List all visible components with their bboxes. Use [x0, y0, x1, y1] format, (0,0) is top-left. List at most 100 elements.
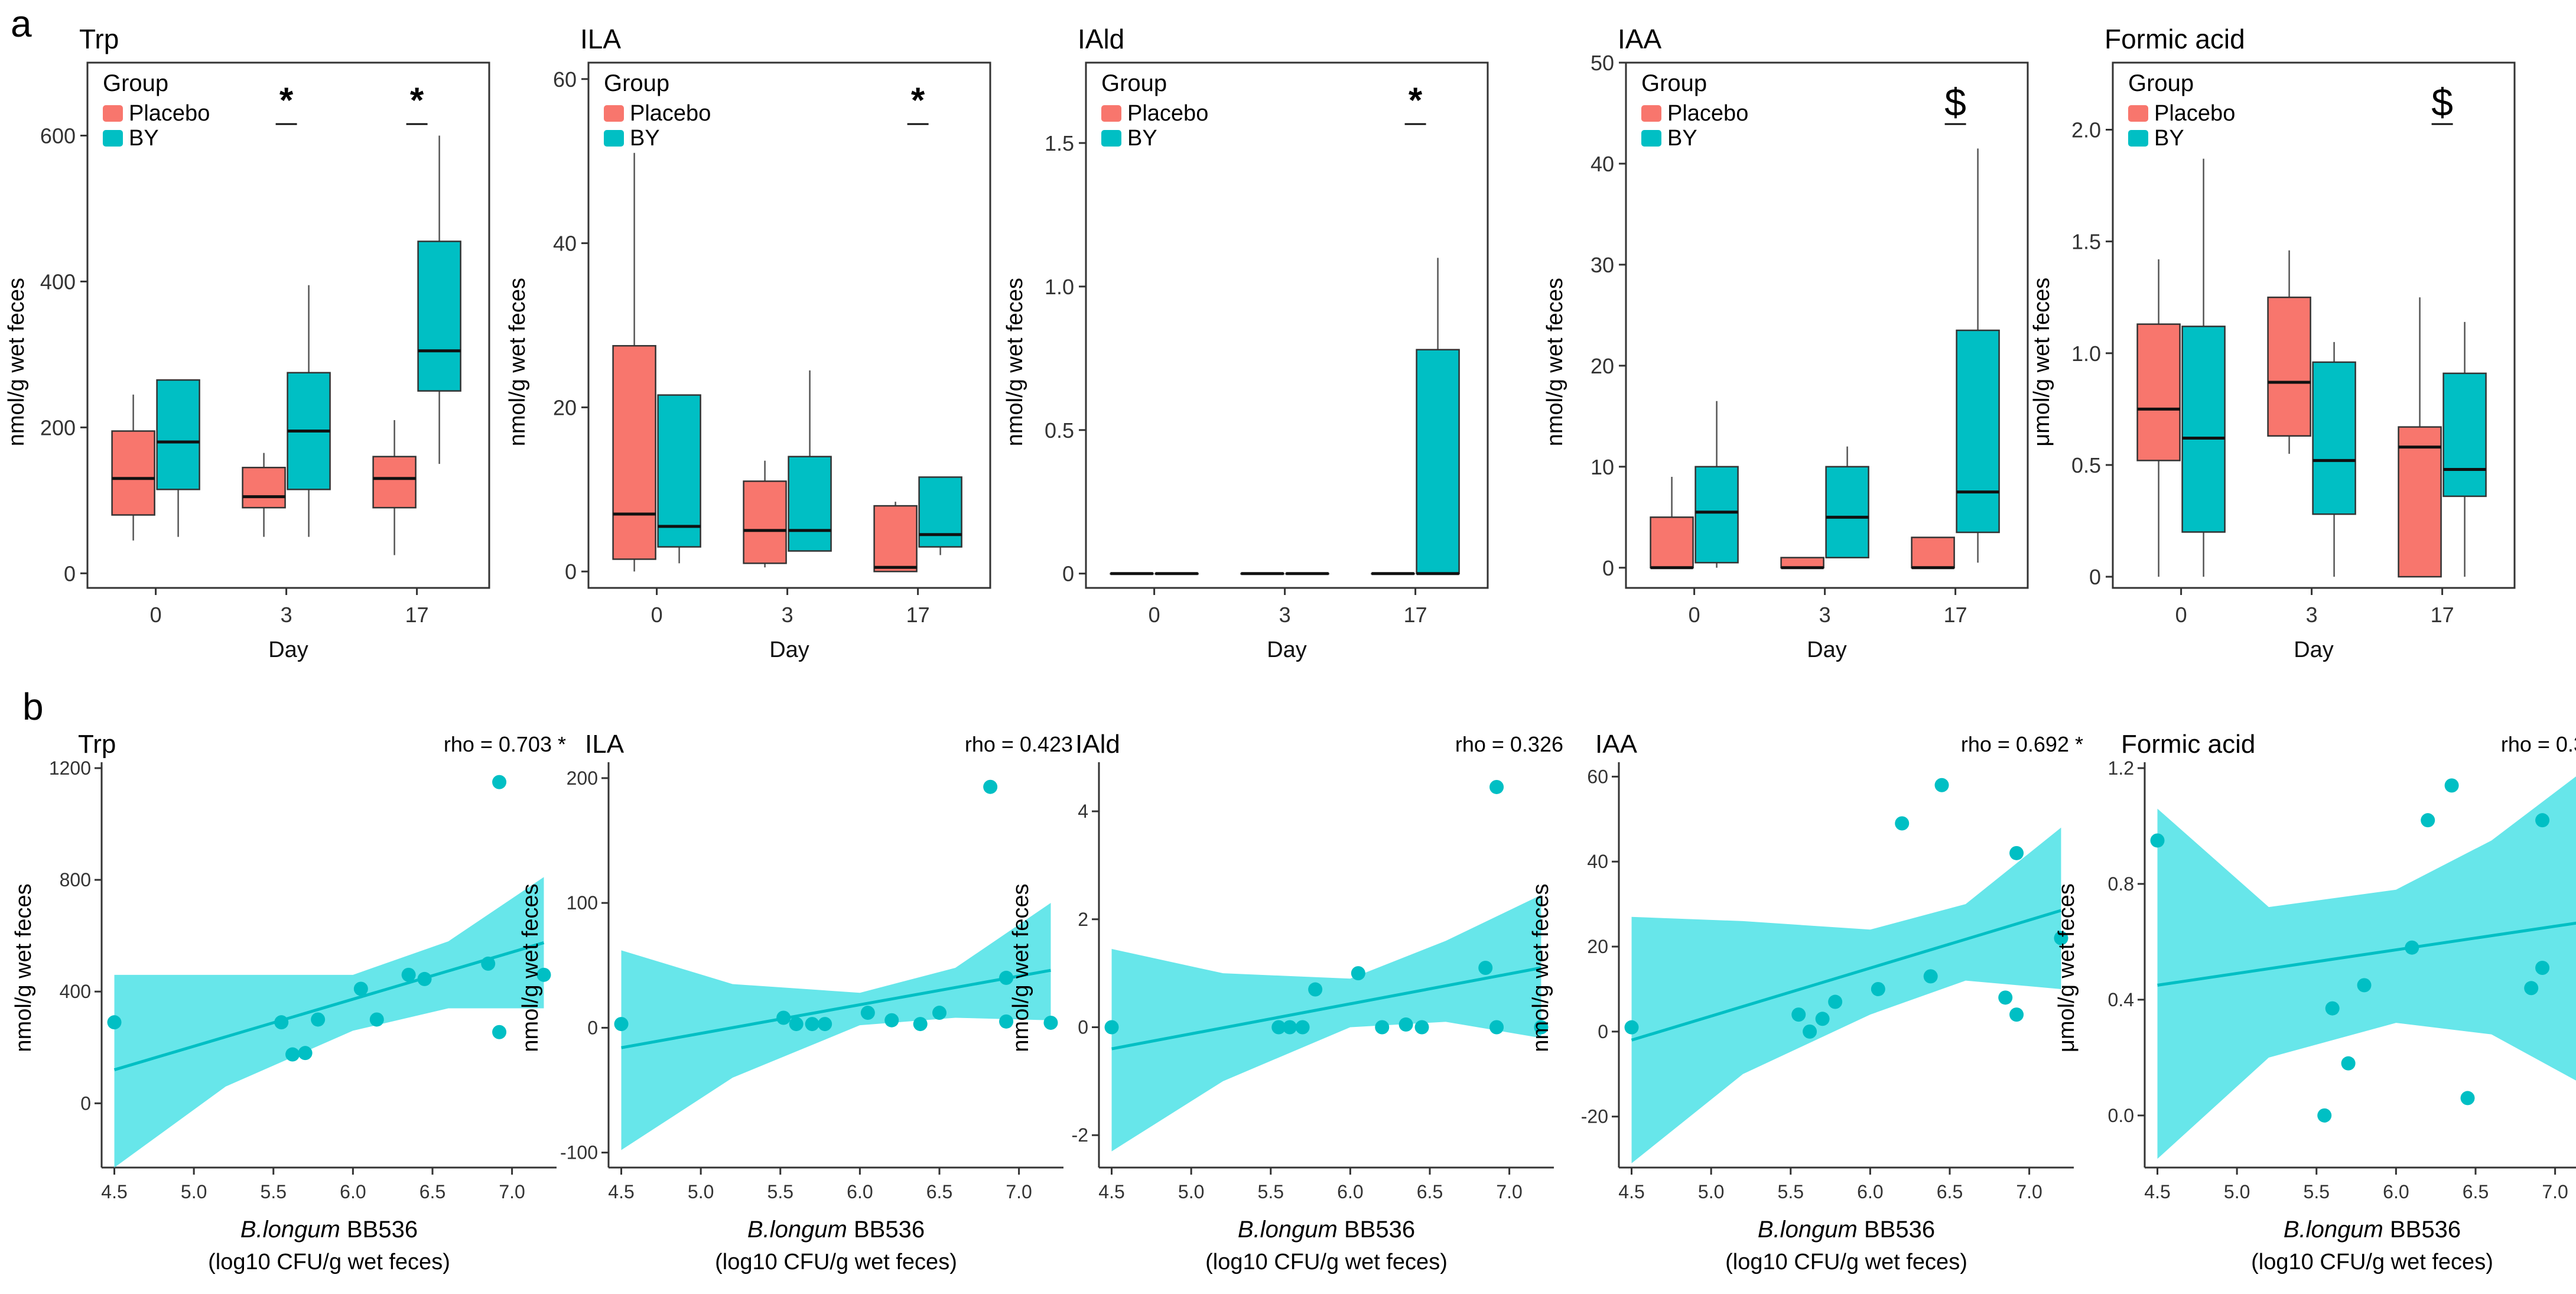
data-point [401, 967, 416, 982]
y-tick-label: 0 [1602, 556, 1614, 580]
significance-marker: * [279, 80, 294, 120]
x-tick-label: 6.0 [847, 1181, 873, 1202]
y-tick-label: 2 [1078, 909, 1088, 930]
x-tick-label: 6.0 [340, 1181, 366, 1202]
data-point [2317, 1108, 2332, 1123]
x-axis-label-units: (log10 CFU/g wet feces) [1725, 1250, 1967, 1275]
y-tick-label: 1.5 [1045, 131, 1074, 155]
x-tick-label: 4.5 [2144, 1181, 2170, 1202]
data-point [789, 1017, 804, 1032]
plot-frame [2112, 61, 2516, 589]
x-axis-label-species: B.longum [1758, 1217, 1858, 1243]
data-point [1624, 1020, 1639, 1035]
data-point [776, 1010, 791, 1025]
x-axis-label-strain: BB536 [340, 1217, 418, 1243]
legend-title: Group [1101, 70, 1167, 96]
x-tick-label: 7.0 [1496, 1181, 1522, 1202]
significance-marker: * [410, 80, 424, 120]
plot-frame [587, 61, 991, 589]
y-tick-label: 4 [1078, 801, 1088, 822]
y-tick-label: 0 [1062, 562, 1074, 586]
plot-frame [1085, 61, 1489, 589]
legend-key-placebo [1101, 105, 1121, 122]
y-tick-label: 60 [553, 67, 577, 92]
x-tick-label: 5.0 [181, 1181, 207, 1202]
x-tick-label: 7.0 [2542, 1181, 2568, 1202]
y-tick-label: 100 [567, 892, 598, 913]
legend-label-by: BY [2154, 126, 2184, 151]
legend-key-by [604, 130, 624, 147]
y-tick-label: 40 [1587, 851, 1608, 872]
y-tick-label: 40 [1591, 152, 1614, 176]
data-point [1923, 969, 1938, 984]
y-tick-label: 800 [60, 869, 91, 890]
scatter-chart-4: 0.0 0.4 0.8 1.2 4.5 5.0 5.5 6.0 6.5 7.0 Formic aci… [2054, 730, 2576, 1275]
x-tick-label: 4.5 [1618, 1181, 1644, 1202]
scatter-chart-1: -100 0 100 200 4.5 5.0 5.5 6.0 6.5 7.0 ILA rho = 0.… [518, 730, 1073, 1275]
box-chart-2: IAld 0 0.5 1.0 1.5 0 3 17 Day nmol/g wet feces Gro… [1003, 24, 1489, 662]
y-axis-label: nmol/g wet feces [1003, 278, 1027, 446]
box-placebo-day17 [1911, 537, 1955, 569]
data-point [2421, 813, 2435, 828]
y-tick-label: 1200 [49, 757, 91, 779]
legend-title: Group [1641, 70, 1707, 96]
y-tick-label: 0 [64, 561, 76, 586]
x-tick-label: 6.0 [2383, 1181, 2409, 1202]
box-placebo-day3 [743, 480, 787, 564]
legend-title: Group [103, 70, 168, 96]
legend-key-placebo [604, 105, 624, 122]
rho-label: rho = 0.324 [2501, 732, 2576, 756]
y-tick-label: 50 [1591, 51, 1614, 75]
y-axis-label: nmol/g wet feces [1009, 883, 1033, 1052]
x-tick-label: 6.5 [926, 1181, 952, 1202]
y-axis-label: nmol/g wet feces [1543, 278, 1567, 446]
y-tick-label: 0.4 [2108, 989, 2134, 1010]
x-tick-label: 6.5 [1937, 1181, 1963, 1202]
x-tick-label: 5.5 [2304, 1181, 2330, 1202]
x-axis-label: Day [769, 638, 809, 662]
data-point [417, 971, 432, 986]
x-axis-label-strain: BB536 [847, 1217, 925, 1243]
y-tick-label: 2.0 [2071, 118, 2101, 142]
box-placebo-day3 [2267, 296, 2311, 437]
legend-key-placebo [103, 105, 123, 122]
chart-title: IAld [1078, 24, 1124, 54]
data-point [1478, 961, 1493, 975]
y-tick-label: 0 [2089, 565, 2101, 589]
chart-title: Formic acid [2105, 24, 2245, 54]
box-by-day0 [2181, 326, 2226, 533]
plot-frame [86, 61, 490, 589]
x-tick-label: 7.0 [499, 1181, 525, 1202]
x-axis-label-species: B.longum [1238, 1217, 1338, 1243]
legend-title: Group [604, 70, 669, 96]
box-chart-0: Trp 0 200 400 600 0 3 17 Day nmol/g wet feces Grou… [4, 24, 490, 662]
x-tick-label: 17 [906, 603, 930, 627]
x-tick-label: 3 [782, 603, 793, 627]
regression-line [621, 968, 1051, 1049]
x-tick-label: 6.5 [419, 1181, 445, 1202]
data-point [1375, 1020, 1390, 1035]
legend-key-placebo [2128, 105, 2148, 122]
x-tick-label: 5.0 [2224, 1181, 2250, 1202]
y-tick-label: 1.2 [2108, 757, 2134, 779]
x-tick-label: 0 [1689, 603, 1700, 627]
x-tick-label: 7.0 [2016, 1181, 2042, 1202]
data-point [1283, 1020, 1297, 1035]
y-tick-label: 40 [553, 232, 577, 256]
box-placebo-day17 [873, 505, 918, 573]
x-tick-label: 3 [1279, 603, 1291, 627]
data-point [107, 1015, 122, 1030]
x-axis-label-species: B.longum [2284, 1217, 2383, 1243]
data-point [1308, 982, 1323, 997]
x-axis-label-units: (log10 CFU/g wet feces) [208, 1250, 450, 1275]
x-tick-label: 4.5 [1098, 1181, 1124, 1202]
box-by-day3 [788, 456, 832, 552]
y-axis-label: nmol/g wet feces [505, 278, 530, 446]
y-tick-label: 20 [1587, 936, 1608, 957]
scatter-chart-0: 0 400 800 1200 4.5 5.0 5.5 6.0 6.5 7.0 Trp rho = 0.… [11, 730, 566, 1275]
box-placebo-day3 [242, 467, 286, 509]
y-axis-label: μmol/g wet feces [2054, 883, 2079, 1052]
data-point [818, 1017, 832, 1032]
x-axis-label: Day [1807, 638, 1847, 662]
y-tick-label: 0.0 [2108, 1105, 2134, 1126]
